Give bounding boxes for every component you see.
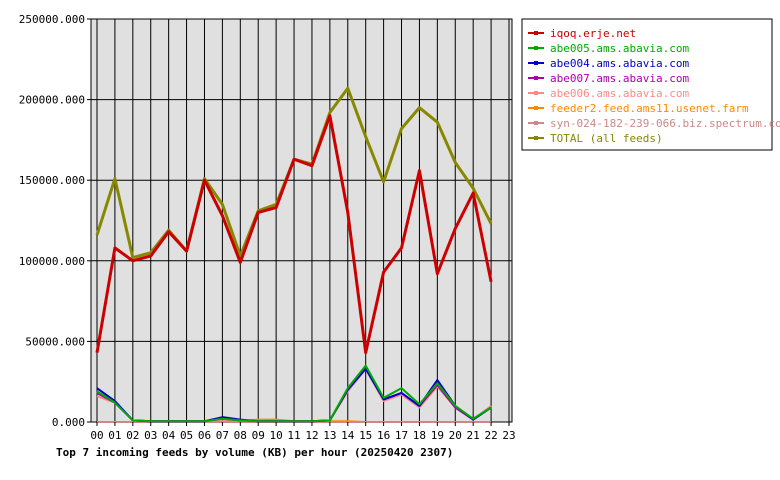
x-tick-label: 20 <box>449 429 462 442</box>
vertical-gridlines <box>96 19 510 422</box>
legend-marker <box>534 121 538 125</box>
legend-marker <box>534 76 538 80</box>
plot-area <box>90 18 513 423</box>
y-tick-label: 0.000 <box>52 416 85 429</box>
legend-marker <box>534 31 538 35</box>
legend-marker <box>534 136 538 140</box>
legend-box <box>521 18 773 151</box>
legend-label: abe007.ams.abavia.com <box>550 72 689 85</box>
series-lines <box>95 86 493 423</box>
x-tick-label: 00 <box>90 429 103 442</box>
series-line <box>95 114 493 355</box>
legend-label: syn-024-182-239-066.biz.spectrum.com <box>550 117 780 130</box>
x-axis-ticks: 00 01 02 03 04 05 06 07 08 09 10 11 12 13 14 15 16 17 18 19… <box>90 422 516 442</box>
x-tick-label: 05 <box>180 429 193 442</box>
y-tick-label: 200000.000 <box>19 94 85 107</box>
x-tick-label: 21 <box>467 429 480 442</box>
x-tick-label: 08 <box>234 429 247 442</box>
chart-title: Top 7 incoming feeds by volume (KB) per … <box>56 446 453 459</box>
y-tick-label: 50000.000 <box>25 335 85 348</box>
y-axis-ticks: 0.000 50000.000 100000.000 150000.000 200000… <box>19 13 91 429</box>
x-tick-label: 23 <box>502 429 515 442</box>
x-tick-label: 15 <box>359 429 372 442</box>
x-tick-label: 12 <box>305 429 318 442</box>
x-tick-label: 11 <box>287 429 300 442</box>
y-tick-label: 250000.000 <box>19 13 85 26</box>
x-tick-label: 02 <box>126 429 139 442</box>
x-tick-label: 09 <box>252 429 265 442</box>
legend-label: TOTAL (all feeds) <box>550 132 663 145</box>
legend-label: abe005.ams.abavia.com <box>550 42 689 55</box>
x-tick-label: 19 <box>431 429 444 442</box>
x-tick-label: 04 <box>162 429 176 442</box>
legend-label: abe006.ams.abavia.com <box>550 87 689 100</box>
y-tick-label: 100000.000 <box>19 255 85 268</box>
legend-items: iqoq.erje.net abe005.ams.abavia.com abe004… <box>528 27 780 145</box>
legend-label: feeder2.feed.ams11.usenet.farm <box>550 102 749 115</box>
x-tick-label: 07 <box>216 429 229 442</box>
x-tick-label: 03 <box>144 429 157 442</box>
legend-marker <box>534 91 538 95</box>
legend-label: abe004.ams.abavia.com <box>550 57 689 70</box>
x-tick-label: 18 <box>413 429 426 442</box>
x-tick-label: 10 <box>270 429 283 442</box>
y-tick-label: 150000.000 <box>19 174 85 187</box>
legend-label: iqoq.erje.net <box>550 27 636 40</box>
series-line <box>96 364 492 423</box>
legend-marker <box>534 106 538 110</box>
legend-marker <box>534 46 538 50</box>
legend-marker <box>534 61 538 65</box>
x-tick-label: 17 <box>395 429 408 442</box>
x-tick-label: 22 <box>484 429 497 442</box>
legend: iqoq.erje.net abe005.ams.abavia.com abe004… <box>521 18 780 151</box>
x-tick-label: 01 <box>108 429 121 442</box>
x-tick-label: 13 <box>323 429 336 442</box>
x-tick-label: 06 <box>198 429 211 442</box>
x-tick-label: 14 <box>341 429 355 442</box>
x-tick-label: 16 <box>377 429 390 442</box>
